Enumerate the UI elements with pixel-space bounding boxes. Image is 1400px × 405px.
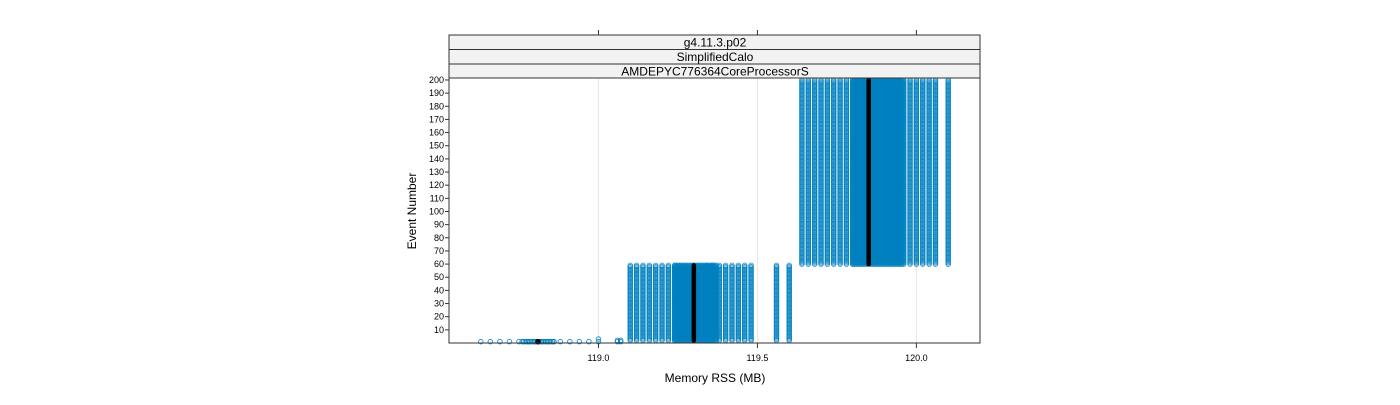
points-layer (478, 78, 950, 344)
